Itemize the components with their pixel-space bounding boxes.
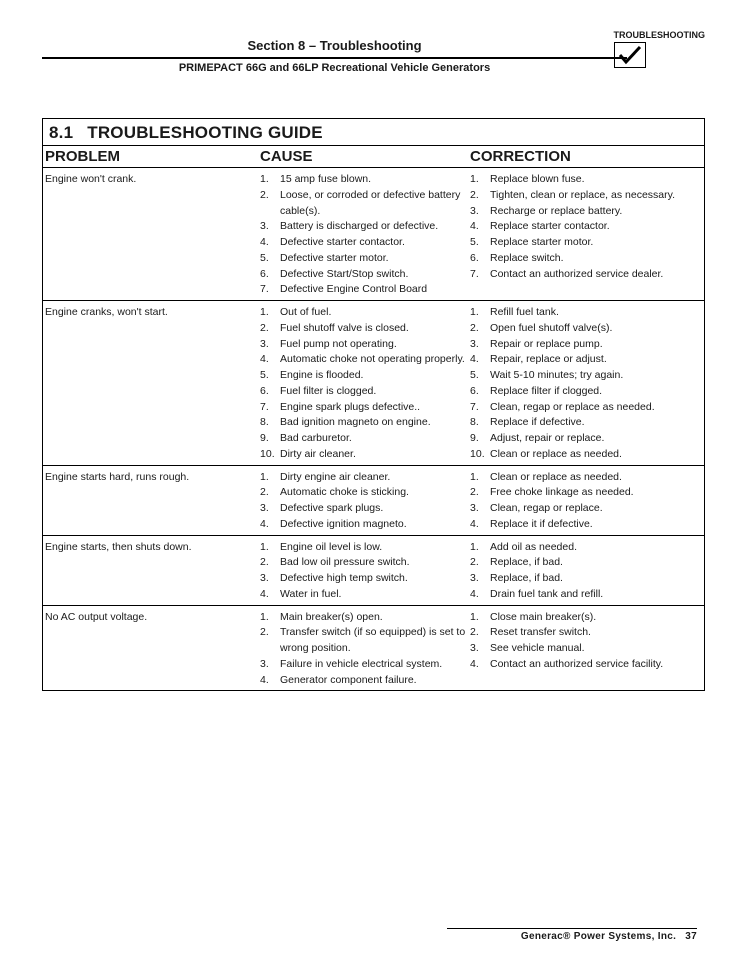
list-item: Bad carburetor. bbox=[260, 431, 470, 447]
list-item: Open fuel shutoff valve(s). bbox=[470, 321, 700, 337]
footer-company: Generac® Power Systems, Inc. bbox=[521, 931, 676, 942]
troubleshooting-table: 8.1 TROUBLESHOOTING GUIDE PROBLEM CAUSE C… bbox=[42, 118, 705, 691]
list-item: Out of fuel. bbox=[260, 305, 470, 321]
list-item: Engine is flooded. bbox=[260, 368, 470, 384]
table-row: Engine won't crank.15 amp fuse blown.Loo… bbox=[43, 168, 704, 301]
list-item: Defective ignition magneto. bbox=[260, 517, 470, 533]
guide-title-text: TROUBLESHOOTING GUIDE bbox=[87, 123, 323, 142]
list-item: Replace blown fuse. bbox=[470, 172, 700, 188]
list-item: Replace, if bad. bbox=[470, 571, 700, 587]
column-headers: PROBLEM CAUSE CORRECTION bbox=[43, 146, 704, 168]
correction-list: Clean or replace as needed.Free choke li… bbox=[470, 470, 700, 533]
list-item: Clean or replace as needed. bbox=[470, 447, 700, 463]
list-item: Dirty engine air cleaner. bbox=[260, 470, 470, 486]
correction-list: Add oil as needed.Replace, if bad.Replac… bbox=[470, 540, 700, 603]
list-item: Fuel pump not operating. bbox=[260, 337, 470, 353]
list-item: Replace if defective. bbox=[470, 415, 700, 431]
list-item: Replace it if defective. bbox=[470, 517, 700, 533]
troubleshooting-label: TROUBLESHOOTING bbox=[614, 30, 706, 40]
problem-cell: Engine starts, then shuts down. bbox=[45, 540, 260, 603]
list-item: Clean, regap or replace as needed. bbox=[470, 400, 700, 416]
list-item: Engine spark plugs defective.. bbox=[260, 400, 470, 416]
list-item: Clean, regap or replace. bbox=[470, 501, 700, 517]
list-item: Defective Start/Stop switch. bbox=[260, 267, 470, 283]
correction-list: Close main breaker(s).Reset transfer swi… bbox=[470, 610, 700, 689]
guide-title: 8.1 TROUBLESHOOTING GUIDE bbox=[43, 119, 704, 146]
list-item: Fuel shutoff valve is closed. bbox=[260, 321, 470, 337]
list-item: Replace starter motor. bbox=[470, 235, 700, 251]
list-item: Dirty air cleaner. bbox=[260, 447, 470, 463]
correction-list: Replace blown fuse.Tighten, clean or rep… bbox=[470, 172, 700, 298]
list-item: Drain fuel tank and refill. bbox=[470, 587, 700, 603]
problem-cell: Engine cranks, won't start. bbox=[45, 305, 260, 463]
list-item: Automatic choke not operating properly. bbox=[260, 352, 470, 368]
list-item: Wait 5-10 minutes; try again. bbox=[470, 368, 700, 384]
list-item: Close main breaker(s). bbox=[470, 610, 700, 626]
list-item: Recharge or replace battery. bbox=[470, 204, 700, 220]
list-item: Adjust, repair or replace. bbox=[470, 431, 700, 447]
list-item: Loose, or corroded or defective battery … bbox=[260, 188, 470, 220]
list-item: Refill fuel tank. bbox=[470, 305, 700, 321]
list-item: Bad ignition magneto on engine. bbox=[260, 415, 470, 431]
col-problem: PROBLEM bbox=[45, 148, 260, 165]
list-item: Generator component failure. bbox=[260, 673, 470, 689]
cause-list: Main breaker(s) open.Transfer switch (if… bbox=[260, 610, 470, 689]
page-number: 37 bbox=[685, 931, 697, 942]
cause-list: Dirty engine air cleaner.Automatic choke… bbox=[260, 470, 470, 533]
subheader: PRIMEPACT 66G and 66LP Recreational Vehi… bbox=[42, 62, 627, 74]
list-item: Clean or replace as needed. bbox=[470, 470, 700, 486]
list-item: Replace filter if clogged. bbox=[470, 384, 700, 400]
list-item: Defective starter contactor. bbox=[260, 235, 470, 251]
list-item: Fuel filter is clogged. bbox=[260, 384, 470, 400]
section-title: Section 8 – Troubleshooting bbox=[42, 38, 627, 53]
correction-list: Refill fuel tank.Open fuel shutoff valve… bbox=[470, 305, 700, 463]
col-correction: CORRECTION bbox=[470, 148, 698, 165]
list-item: Main breaker(s) open. bbox=[260, 610, 470, 626]
list-item: Transfer switch (if so equipped) is set … bbox=[260, 625, 470, 657]
list-item: Replace switch. bbox=[470, 251, 700, 267]
page-footer: Generac® Power Systems, Inc. 37 bbox=[447, 928, 697, 942]
list-item: Automatic choke is sticking. bbox=[260, 485, 470, 501]
list-item: Failure in vehicle electrical system. bbox=[260, 657, 470, 673]
list-item: Defective spark plugs. bbox=[260, 501, 470, 517]
col-cause: CAUSE bbox=[260, 148, 470, 165]
list-item: Reset transfer switch. bbox=[470, 625, 700, 641]
list-item: Engine oil level is low. bbox=[260, 540, 470, 556]
list-item: Replace starter contactor. bbox=[470, 219, 700, 235]
list-item: Repair, replace or adjust. bbox=[470, 352, 700, 368]
list-item: Defective starter motor. bbox=[260, 251, 470, 267]
table-row: No AC output voltage.Main breaker(s) ope… bbox=[43, 606, 704, 691]
cause-list: 15 amp fuse blown.Loose, or corroded or … bbox=[260, 172, 470, 298]
guide-number: 8.1 bbox=[49, 123, 73, 142]
problem-cell: No AC output voltage. bbox=[45, 610, 260, 689]
list-item: Contact an authorized service dealer. bbox=[470, 267, 700, 283]
problem-cell: Engine won't crank. bbox=[45, 172, 260, 298]
header-rule bbox=[42, 57, 627, 59]
list-item: Replace, if bad. bbox=[470, 555, 700, 571]
table-row: Engine cranks, won't start.Out of fuel.F… bbox=[43, 301, 704, 466]
problem-cell: Engine starts hard, runs rough. bbox=[45, 470, 260, 533]
list-item: Add oil as needed. bbox=[470, 540, 700, 556]
list-item: See vehicle manual. bbox=[470, 641, 700, 657]
list-item: Free choke linkage as needed. bbox=[470, 485, 700, 501]
list-item: Battery is discharged or defective. bbox=[260, 219, 470, 235]
table-row: Engine starts, then shuts down.Engine oi… bbox=[43, 536, 704, 606]
list-item: Water in fuel. bbox=[260, 587, 470, 603]
list-item: Defective Engine Control Board bbox=[260, 282, 470, 298]
list-item: Tighten, clean or replace, as necessary. bbox=[470, 188, 700, 204]
list-item: Defective high temp switch. bbox=[260, 571, 470, 587]
list-item: Bad low oil pressure switch. bbox=[260, 555, 470, 571]
table-row: Engine starts hard, runs rough.Dirty eng… bbox=[43, 466, 704, 536]
list-item: Contact an authorized service facility. bbox=[470, 657, 700, 673]
cause-list: Engine oil level is low.Bad low oil pres… bbox=[260, 540, 470, 603]
cause-list: Out of fuel.Fuel shutoff valve is closed… bbox=[260, 305, 470, 463]
list-item: 15 amp fuse blown. bbox=[260, 172, 470, 188]
list-item: Repair or replace pump. bbox=[470, 337, 700, 353]
